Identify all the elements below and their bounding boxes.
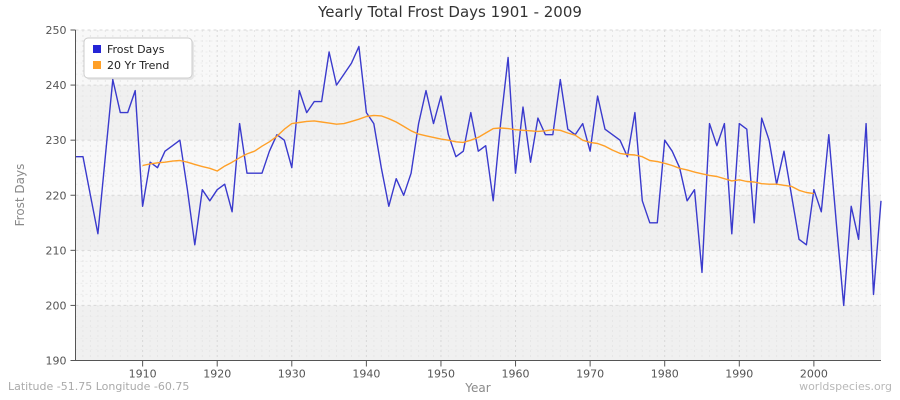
plot-band [75, 305, 881, 361]
x-tick-label: 1980 [651, 368, 679, 381]
x-tick-label: 1990 [725, 368, 753, 381]
x-tick-label: 1910 [129, 368, 157, 381]
plot-band [75, 195, 881, 251]
legend-box [83, 37, 193, 79]
series-frost-days-line [75, 45, 882, 307]
y-tick-label: 190 [46, 355, 67, 368]
x-tick-label: 1930 [278, 368, 306, 381]
legend-marker-trend-icon [93, 61, 101, 69]
y-tick-label: 230 [46, 134, 67, 147]
legend-label-trend: 20 Yr Trend [107, 59, 169, 72]
x-tick-label: 1970 [576, 368, 604, 381]
legend: Frost Days 20 Yr Trend [83, 37, 194, 80]
footer-watermark: worldspecies.org [799, 380, 892, 393]
plot-area: 190 200 210 220 230 240 250 1910 1920 1930 1940 195… [46, 24, 882, 381]
series-20yr-trend-line [142, 114, 815, 195]
y-tick-label: 250 [46, 24, 67, 37]
plot-band [75, 250, 881, 306]
x-tick-label: 1940 [352, 368, 380, 381]
x-tick-label: 2000 [800, 368, 828, 381]
y-tick-label: 200 [46, 299, 67, 312]
x-tick-label: 1950 [427, 368, 455, 381]
x-tick-label: 1960 [502, 368, 530, 381]
chart-title: Yearly Total Frost Days 1901 - 2009 [317, 3, 582, 21]
y-tick-label: 210 [46, 244, 67, 257]
legend-label-frost-days: Frost Days [107, 43, 165, 56]
y-tick-label: 240 [46, 79, 67, 92]
y-tick-label: 220 [46, 189, 67, 202]
x-tick-label: 1920 [203, 368, 231, 381]
legend-marker-frost-days-icon [93, 45, 101, 53]
footer-latitude-longitude: Latitude -51.75 Longitude -60.75 [8, 380, 189, 393]
x-axis-label: Year [464, 381, 490, 395]
y-axis-label: Frost Days [13, 164, 27, 227]
